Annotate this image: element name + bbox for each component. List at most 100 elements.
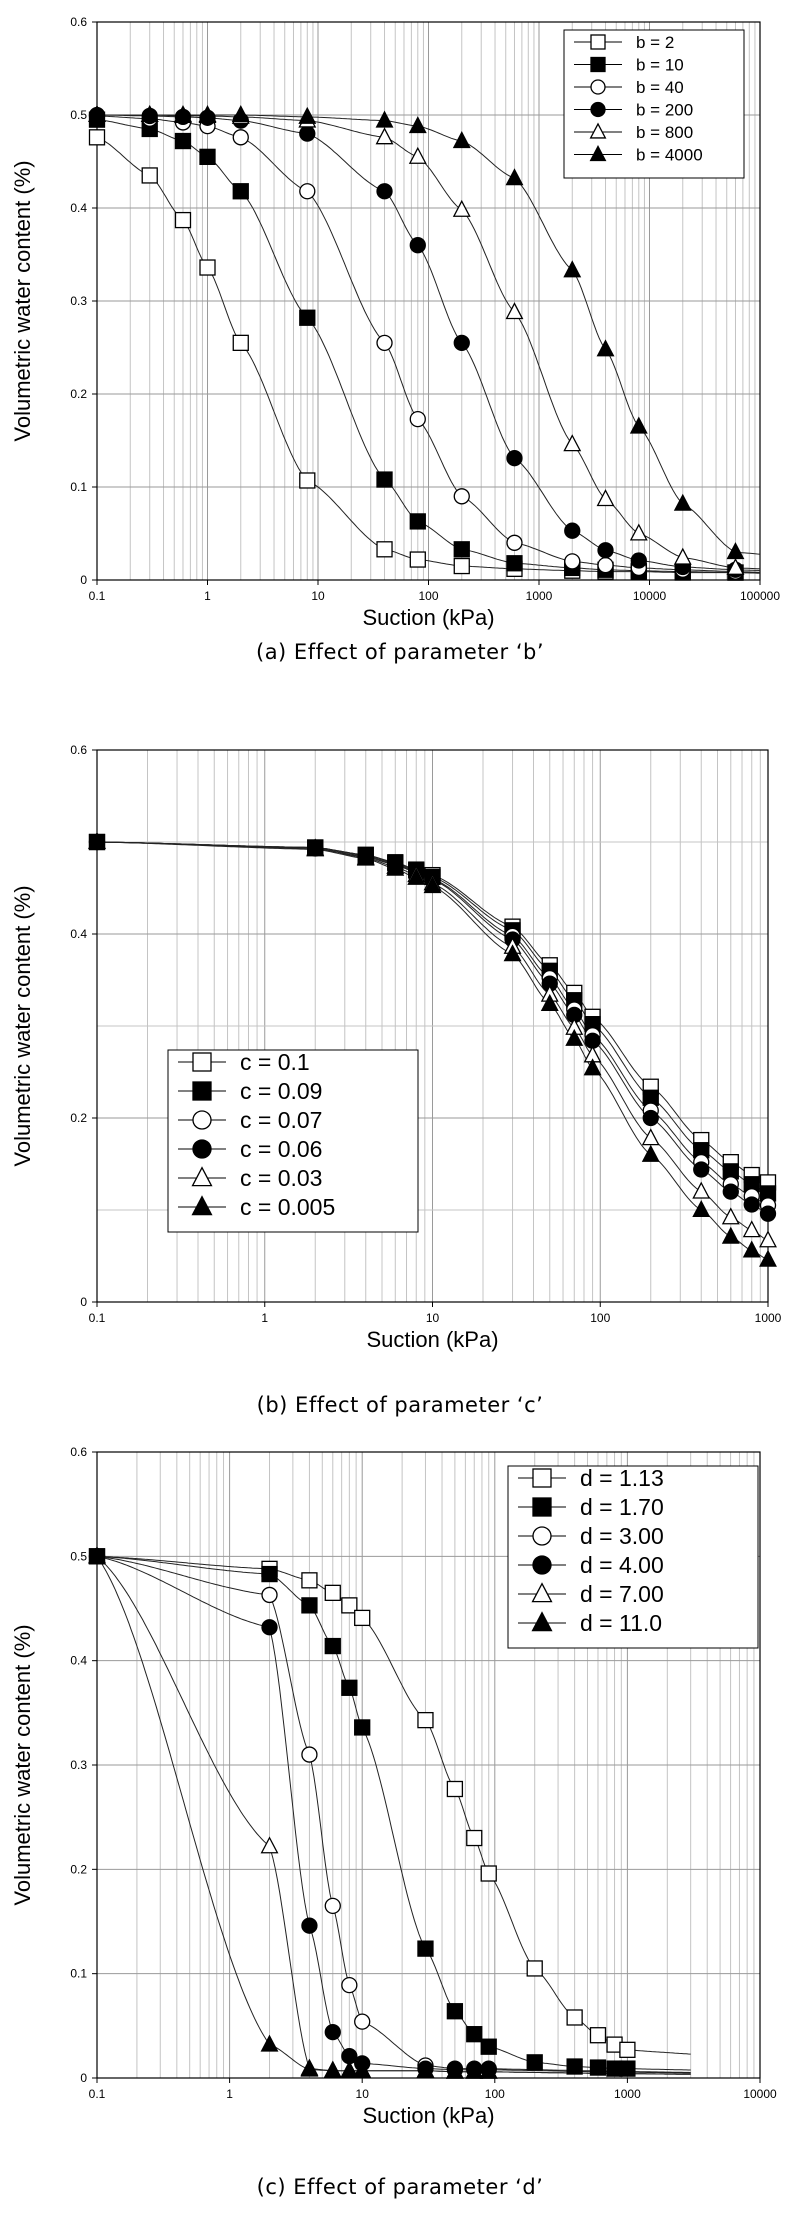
point-d-1-70 bbox=[526, 2054, 543, 2071]
legend-marker-b-4000 bbox=[589, 145, 607, 162]
point-b-800 bbox=[726, 557, 745, 575]
point-d-1-70 bbox=[619, 2060, 636, 2077]
legend-marker-d-1-70 bbox=[532, 1497, 552, 1517]
point-b-4000 bbox=[629, 416, 648, 434]
point-d-3-00 bbox=[324, 1897, 341, 1915]
legend-marker-b-200 bbox=[590, 101, 606, 118]
y-tick-label: 0.4 bbox=[70, 927, 87, 941]
point-b-200 bbox=[597, 542, 614, 559]
point-b-4000 bbox=[198, 104, 217, 123]
point-b-10 bbox=[453, 541, 470, 558]
point-b-800 bbox=[563, 434, 582, 452]
point-b-2 bbox=[199, 259, 216, 276]
point-c-0-005 bbox=[641, 1144, 660, 1162]
chart-d-effect: 0.1 1 10 100 1000 1000000.10.20.30.40.50.6Suc… bbox=[10, 1445, 777, 2128]
point-b-4000 bbox=[596, 339, 615, 357]
point-b-200 bbox=[453, 334, 470, 352]
legend-marker-b-10 bbox=[590, 56, 606, 73]
point-d-1-70 bbox=[589, 2059, 607, 2076]
legend-marker-b-40 bbox=[590, 79, 606, 95]
point-b-800 bbox=[596, 489, 615, 507]
point-d-1-70 bbox=[324, 1637, 341, 1655]
point-b-2 bbox=[376, 541, 393, 558]
point-c-0-03 bbox=[721, 1207, 740, 1225]
caption-a: (a) Effect of parameter ‘b’ bbox=[256, 640, 544, 664]
x-tick-label: 1000 bbox=[526, 589, 553, 603]
y-tick-label: 0.3 bbox=[70, 1758, 87, 1772]
x-axis-label: Suction (kPa) bbox=[362, 2103, 494, 2128]
point-c-0-06 bbox=[759, 1205, 777, 1222]
point-d-1-13 bbox=[354, 1609, 371, 1627]
point-d-4-00 bbox=[261, 1619, 278, 1636]
legend-marker-d-11-0 bbox=[531, 1611, 553, 1632]
point-b-2 bbox=[299, 472, 316, 489]
figure-a: 0.1 1 10 100 1000 10000 100000 0 0.1 0.2 0.3 0.4 0.5… bbox=[0, 0, 800, 680]
x-axis-label: Suction (kPa) bbox=[366, 1327, 498, 1352]
x-tick-label: 1 bbox=[204, 589, 211, 603]
legend-label-c-0-07: c = 0.07 bbox=[240, 1107, 322, 1133]
legend-label-d-7-00: d = 7.00 bbox=[580, 1581, 664, 1607]
point-c-0-005 bbox=[306, 839, 325, 857]
point-b-4000 bbox=[673, 493, 692, 511]
point-b-2 bbox=[453, 557, 470, 575]
x-tick-label: 0.1 bbox=[89, 589, 106, 603]
x-tick-label: 10 bbox=[426, 1311, 440, 1325]
point-d-1-13 bbox=[566, 2009, 583, 2026]
point-d-11-0 bbox=[416, 2060, 435, 2078]
data-points bbox=[88, 104, 745, 581]
point-d-1-70 bbox=[261, 1565, 278, 1583]
point-b-2 bbox=[409, 551, 426, 568]
y-axis-label: Volumetric water content (%) bbox=[10, 885, 35, 1166]
point-d-3-00 bbox=[354, 2013, 371, 2030]
y-tick-label: 0.5 bbox=[70, 108, 87, 122]
point-b-200 bbox=[564, 522, 581, 539]
point-b-200 bbox=[506, 450, 523, 467]
legend-marker-c-0-03 bbox=[191, 1166, 213, 1187]
point-b-10 bbox=[174, 132, 192, 150]
legend-label-d-1-13: d = 1.13 bbox=[580, 1465, 664, 1491]
x-tick-label: 10000 bbox=[633, 589, 667, 603]
legend-label-c-0-03: c = 0.03 bbox=[240, 1165, 322, 1191]
legend-label-d-11-0: d = 11.0 bbox=[580, 1610, 662, 1636]
point-b-10 bbox=[232, 183, 249, 200]
point-b-40 bbox=[232, 129, 249, 146]
point-b-200 bbox=[299, 125, 316, 142]
x-tick-label: 1 bbox=[261, 1311, 268, 1325]
x-tick-label: 0.1 bbox=[89, 2087, 106, 2101]
point-b-4000 bbox=[505, 168, 524, 186]
legend: b = 2 b = 10 b = 40 b = 200 b = 800 b = 4000 bbox=[563, 29, 745, 179]
point-b-200 bbox=[630, 552, 647, 569]
point-b-800 bbox=[505, 302, 524, 320]
point-b-40 bbox=[299, 183, 316, 200]
point-b-4000 bbox=[88, 104, 106, 123]
point-d-4-00 bbox=[301, 1917, 318, 1934]
point-c-0-005 bbox=[503, 944, 522, 962]
point-b-10 bbox=[376, 471, 393, 488]
point-d-1-13 bbox=[526, 1960, 543, 1977]
point-d-11-0 bbox=[260, 2034, 279, 2052]
point-b-40 bbox=[564, 553, 581, 570]
legend-marker-c-0-09 bbox=[192, 1081, 212, 1101]
point-b-10 bbox=[299, 309, 316, 326]
point-d-11-0 bbox=[88, 1546, 106, 1564]
y-tick-label: 0.1 bbox=[70, 480, 87, 494]
point-d-4-00 bbox=[324, 2023, 341, 2041]
x-tick-label: 100000 bbox=[740, 589, 780, 603]
point-d-11-0 bbox=[323, 2060, 342, 2078]
point-c-0-005 bbox=[692, 1199, 711, 1218]
point-b-10 bbox=[506, 555, 523, 572]
fit-curves bbox=[96, 114, 761, 574]
chart-b-effect: 0.1 1 10 100 1000 10000 10000000.10.20.30.40.5… bbox=[10, 15, 780, 630]
point-b-40 bbox=[506, 534, 523, 551]
point-d-1-70 bbox=[354, 1719, 371, 1736]
point-b-4000 bbox=[174, 104, 192, 123]
point-b-4000 bbox=[140, 104, 159, 123]
point-c-0-03 bbox=[759, 1230, 777, 1248]
point-b-4000 bbox=[231, 104, 250, 123]
caption-b: (b) Effect of parameter ‘c’ bbox=[256, 1393, 544, 1417]
legend-label-b-2: b = 2 bbox=[636, 33, 674, 52]
point-c-0-005 bbox=[742, 1240, 761, 1258]
data-points bbox=[88, 831, 777, 1267]
point-d-1-13 bbox=[324, 1584, 341, 1602]
point-b-40 bbox=[453, 488, 470, 505]
